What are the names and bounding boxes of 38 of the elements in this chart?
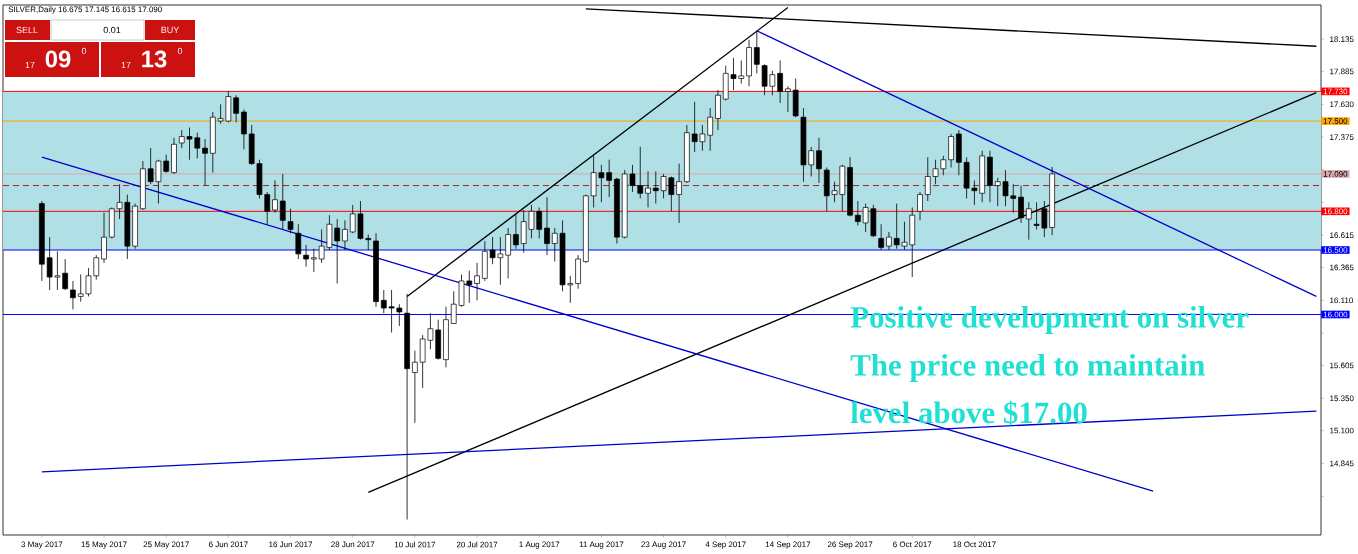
candlestick bbox=[70, 280, 76, 310]
candlestick bbox=[342, 219, 348, 251]
text: 17 bbox=[25, 61, 35, 69]
annotation: 09 bbox=[45, 50, 71, 68]
candlestick bbox=[241, 109, 247, 150]
candlestick bbox=[886, 231, 892, 251]
annotation: 13 bbox=[142, 50, 167, 68]
candlestick bbox=[513, 213, 519, 250]
candlestick bbox=[101, 212, 107, 264]
annotation: 0.01 bbox=[103, 26, 121, 34]
candlestick bbox=[715, 89, 721, 131]
candlestick bbox=[753, 30, 760, 74]
candlestick bbox=[917, 191, 923, 221]
candlestick bbox=[202, 138, 208, 186]
annotation: 17 bbox=[121, 61, 131, 69]
candlestick bbox=[878, 223, 884, 251]
candlestick bbox=[816, 137, 822, 184]
candlestick bbox=[279, 173, 286, 230]
candlestick bbox=[785, 85, 791, 113]
candlestick bbox=[287, 208, 294, 234]
candlestick bbox=[505, 227, 511, 279]
text: SELL bbox=[16, 26, 38, 34]
annotation: 0 bbox=[177, 47, 183, 55]
candlestick bbox=[412, 350, 418, 424]
candlestick bbox=[272, 179, 278, 214]
candlestick bbox=[645, 170, 651, 208]
candlestick bbox=[948, 133, 954, 168]
candlestick bbox=[474, 262, 480, 301]
annotation: BUY bbox=[161, 26, 180, 34]
candlestick bbox=[777, 60, 783, 104]
annotation: The price need to maintain bbox=[850, 353, 1205, 382]
annotation: 0 bbox=[81, 47, 87, 55]
candlestick bbox=[1025, 201, 1032, 241]
candlestick bbox=[676, 163, 682, 224]
candlestick bbox=[295, 223, 302, 260]
candlestick bbox=[303, 244, 309, 268]
candlestick bbox=[544, 196, 550, 256]
candlestick bbox=[1018, 185, 1024, 224]
